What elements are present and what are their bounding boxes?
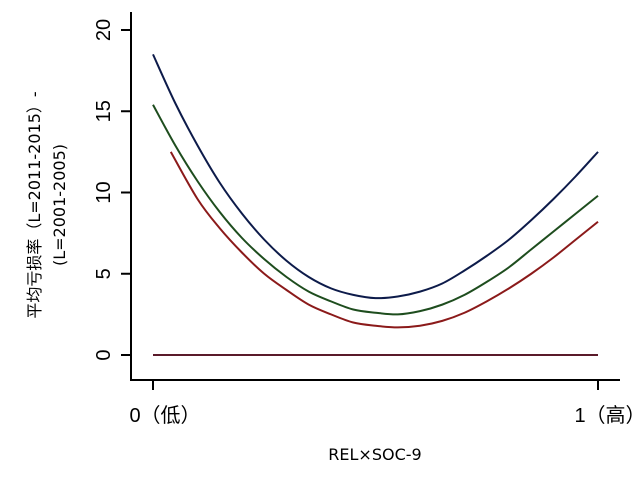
y-tick-label: 15	[93, 100, 115, 122]
x-ticks: 0（低） 1（高）	[129, 380, 640, 427]
y-tick-label: 20	[93, 19, 115, 41]
y-ticks: 0 5 10 15 20	[93, 19, 131, 361]
x-tick-label: 1（高）	[574, 404, 640, 427]
axes	[130, 12, 620, 381]
x-axis-title: REL×SOC-9	[328, 445, 421, 464]
series-line-2	[152, 104, 599, 316]
y-axis-title-line-1: 平均亏损率（L=2011-2015）-	[25, 91, 44, 318]
series-line-1	[152, 53, 599, 300]
y-tick-label: 5	[93, 268, 115, 279]
series-layer	[152, 53, 599, 357]
y-tick-label: 10	[93, 181, 115, 203]
y-axis-title: 平均亏损率（L=2011-2015）- (L=2001-2005)	[25, 91, 69, 318]
y-tick-label: 0	[93, 349, 115, 360]
y-axis-title-line-2: (L=2001-2005)	[50, 144, 69, 266]
x-tick-label: 0（低）	[129, 404, 200, 427]
series-line-3	[169, 151, 599, 329]
